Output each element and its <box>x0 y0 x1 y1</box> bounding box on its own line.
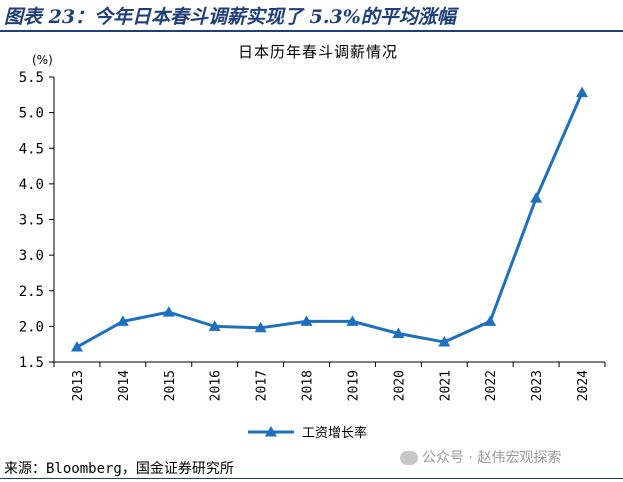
y-tick-label: 3.5 <box>19 213 44 229</box>
y-tick-label: 5.0 <box>19 106 44 122</box>
series-layer <box>70 86 589 352</box>
data-point-marker <box>300 315 313 326</box>
x-tick-label: 2019 <box>346 370 361 401</box>
x-tick-label: 2018 <box>301 370 316 401</box>
line-chart: 日本历年春斗调薪情况 (%) 1.5 2.0 2.5 3.0 3.5 4.0 4.5 5.0 5… <box>19 43 606 441</box>
figure-title: 图表 23：今年日本春斗调薪实现了 5.3%的平均涨幅 <box>4 6 456 28</box>
chart-title: 日本历年春斗调薪情况 <box>238 43 398 61</box>
y-tick-label: 2.0 <box>19 319 44 335</box>
bottom-rule <box>0 478 623 479</box>
x-tick-label: 2023 <box>530 370 545 401</box>
data-point-marker <box>208 320 221 331</box>
legend-label: 工资增长率 <box>302 425 367 441</box>
source-note: 来源：Bloomberg，国金证券研究所 <box>4 461 234 477</box>
data-point-marker <box>346 315 359 326</box>
x-tick-label: 2014 <box>117 370 132 401</box>
y-axis-unit-label: (%) <box>32 53 53 67</box>
y-tick-label: 4.0 <box>19 177 44 193</box>
y-tick-label: 1.5 <box>19 355 44 371</box>
data-point-marker <box>484 315 497 326</box>
x-axis: 2013 2014 2015 2016 2017 2018 2019 2020 2021 2022… <box>53 361 606 401</box>
x-tick-label: 2013 <box>71 370 86 401</box>
x-tick-label: 2020 <box>392 370 407 401</box>
wechat-icon <box>400 451 418 465</box>
y-tick-label: 3.0 <box>19 248 44 264</box>
data-point-marker <box>254 321 267 333</box>
data-point-marker <box>530 192 543 203</box>
x-tick-label: 2022 <box>484 370 499 401</box>
data-point-marker <box>116 315 129 326</box>
data-point-marker <box>438 336 451 347</box>
data-point-marker <box>576 86 589 98</box>
x-tick-label: 2021 <box>438 370 453 401</box>
data-point-marker <box>392 327 405 338</box>
y-tick-label: 5.5 <box>19 70 44 86</box>
title-rule <box>0 30 623 32</box>
data-point-marker <box>162 306 175 317</box>
x-tick-label: 2016 <box>209 370 224 401</box>
y-axis: 1.5 2.0 2.5 3.0 3.5 4.0 4.5 5.0 5.5 <box>19 70 55 371</box>
legend-marker <box>265 426 277 437</box>
legend: 工资增长率 <box>248 425 367 441</box>
watermark: 公众号 · 赵伟宏观探索 <box>400 447 561 467</box>
data-point-marker <box>70 341 83 352</box>
y-tick-label: 2.5 <box>19 284 44 300</box>
watermark-text: 公众号 · 赵伟宏观探索 <box>422 450 562 466</box>
x-tick-label: 2024 <box>576 370 591 401</box>
y-tick-label: 4.5 <box>19 141 44 157</box>
series-line <box>76 92 584 349</box>
x-tick-label: 2015 <box>163 370 178 401</box>
x-tick-label: 2017 <box>255 370 270 401</box>
